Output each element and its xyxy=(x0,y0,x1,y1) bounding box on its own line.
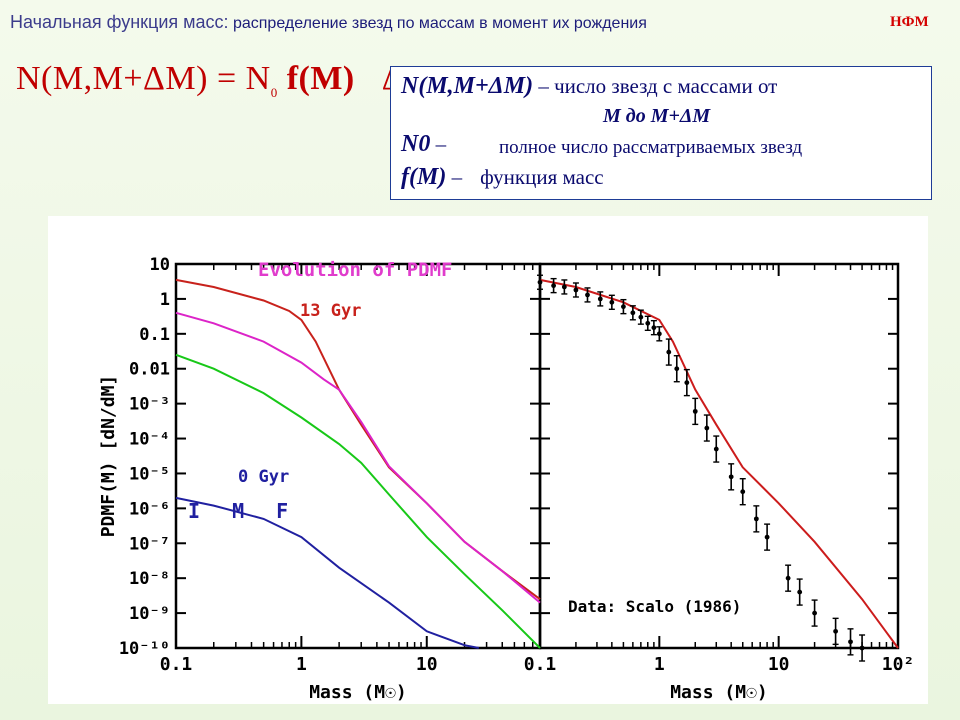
data-point xyxy=(728,474,734,480)
left-x-tick-label: 10 xyxy=(416,654,438,675)
y-tick-label: 10⁻⁵ xyxy=(129,464,170,484)
right-x-tick-label: 10 xyxy=(768,654,790,675)
right-x-axis-label: Mass (M☉) xyxy=(670,682,768,703)
data-point xyxy=(609,299,615,305)
y-tick-label: 0.1 xyxy=(139,325,170,345)
data-point xyxy=(740,489,746,495)
def-n-range: М до М+ΔМ xyxy=(603,105,711,127)
data-point xyxy=(692,408,698,414)
mass-function-formula: N(M,M+ΔM) = N0 f(M) ΔM xyxy=(16,60,435,101)
def-n0-text: полное число рассматриваемых звезд xyxy=(499,137,803,158)
right-x-tick-label: 10² xyxy=(882,654,915,675)
title-subtitle: распределение звезд по массам в момент и… xyxy=(232,15,647,32)
data-point xyxy=(848,639,853,645)
data-point xyxy=(537,279,543,285)
y-tick-label: 10⁻¹⁰ xyxy=(119,639,170,659)
data-point xyxy=(785,575,791,581)
right-x-tick-label: 1 xyxy=(654,654,665,675)
formula-lhs: N(M,M+ΔM) xyxy=(16,60,208,97)
formula-n: N xyxy=(245,60,271,97)
y-tick-label: 10⁻³ xyxy=(129,395,170,415)
data-point xyxy=(651,325,657,331)
formula-equals: = xyxy=(207,60,246,97)
data-point xyxy=(551,283,556,289)
right-x-tick-label: 0.1 xyxy=(524,654,557,675)
data-point xyxy=(645,320,651,326)
left-series-line-4 xyxy=(175,496,479,649)
page-title: Начальная функция масс: распределение зв… xyxy=(10,12,880,33)
y-tick-label: 10⁻⁹ xyxy=(129,604,170,624)
data-point xyxy=(561,284,567,290)
data-point xyxy=(704,425,710,431)
data-point xyxy=(630,310,636,316)
y-tick-label: 10 xyxy=(150,255,170,275)
data-point xyxy=(833,628,839,634)
left-series-line-2 xyxy=(175,311,541,604)
left-x-tick-label: 0.1 xyxy=(160,654,193,675)
def-f-dash: – xyxy=(446,165,463,189)
data-point xyxy=(674,366,680,372)
def-n-text: – число звезд с массами от xyxy=(533,74,778,98)
data-point xyxy=(638,314,644,320)
y-tick-label: 10⁻⁶ xyxy=(129,499,170,519)
right-panel-annotation: Data: Scalo (1986) xyxy=(568,597,741,616)
left-x-axis-label: Mass (M☉) xyxy=(309,682,407,703)
left-panel-title: Evolution of PDMF xyxy=(258,259,452,281)
definitions-box: N(M,M+ΔM) – число звезд с массами от М д… xyxy=(390,66,932,200)
y-tick-label: 1 xyxy=(160,290,170,310)
left-series-line-3 xyxy=(175,353,541,649)
data-point xyxy=(753,516,759,522)
data-point xyxy=(597,296,603,302)
data-point xyxy=(797,589,803,595)
formula-fm: f(M) xyxy=(286,60,355,97)
right-series-line-fit xyxy=(539,278,899,649)
left-x-tick-label: 1 xyxy=(296,654,307,675)
annotation-13gyr: 13 Gyr xyxy=(300,301,361,321)
formula-n-subscript: 0 xyxy=(270,85,278,100)
panel-frame-1 xyxy=(174,262,542,650)
y-tick-label: 10⁻⁷ xyxy=(129,534,170,554)
data-point xyxy=(621,304,626,310)
chart-area: 10 1 0.1 0.01 10⁻³ 10⁻⁴ 10⁻⁵ 10⁻⁶ 10⁻⁷ 10⁻⁸ 10⁻⁹ 10… xyxy=(48,216,928,704)
def-f-text: функция масс xyxy=(480,165,604,189)
data-point xyxy=(859,645,865,651)
def-n0-dash: – xyxy=(430,132,447,156)
def-n0-term: N0 xyxy=(401,131,431,157)
data-point xyxy=(684,380,690,386)
y-tick-label: 0.01 xyxy=(129,360,170,380)
panel-frame-2 xyxy=(538,262,900,650)
def-n-term: N(M,M+ΔM) xyxy=(401,73,534,99)
chart-svg: 1010.10.0110⁻³10⁻⁴10⁻⁵10⁻⁶10⁻⁷10⁻⁸10⁻⁹10… xyxy=(98,255,915,703)
annotation-imf: I M F xyxy=(188,499,298,523)
left-series-line-1 xyxy=(175,278,541,601)
data-point xyxy=(573,287,579,293)
data-point xyxy=(585,292,590,298)
y-axis-label: PDMF(M) [dN/dM] xyxy=(98,375,119,538)
data-point xyxy=(656,331,662,337)
y-tick-label: 10⁻⁸ xyxy=(129,569,170,589)
data-point xyxy=(812,610,817,616)
data-point xyxy=(713,446,719,452)
def-f-term: f(M) xyxy=(401,164,447,190)
y-tick-label: 10⁻⁴ xyxy=(129,430,170,450)
data-point xyxy=(764,534,770,540)
annotation-0gyr: 0 Gyr xyxy=(238,467,289,487)
title-main: Начальная функция масс: xyxy=(10,12,229,32)
corner-tag: НФМ xyxy=(890,14,929,30)
data-point xyxy=(666,349,672,355)
